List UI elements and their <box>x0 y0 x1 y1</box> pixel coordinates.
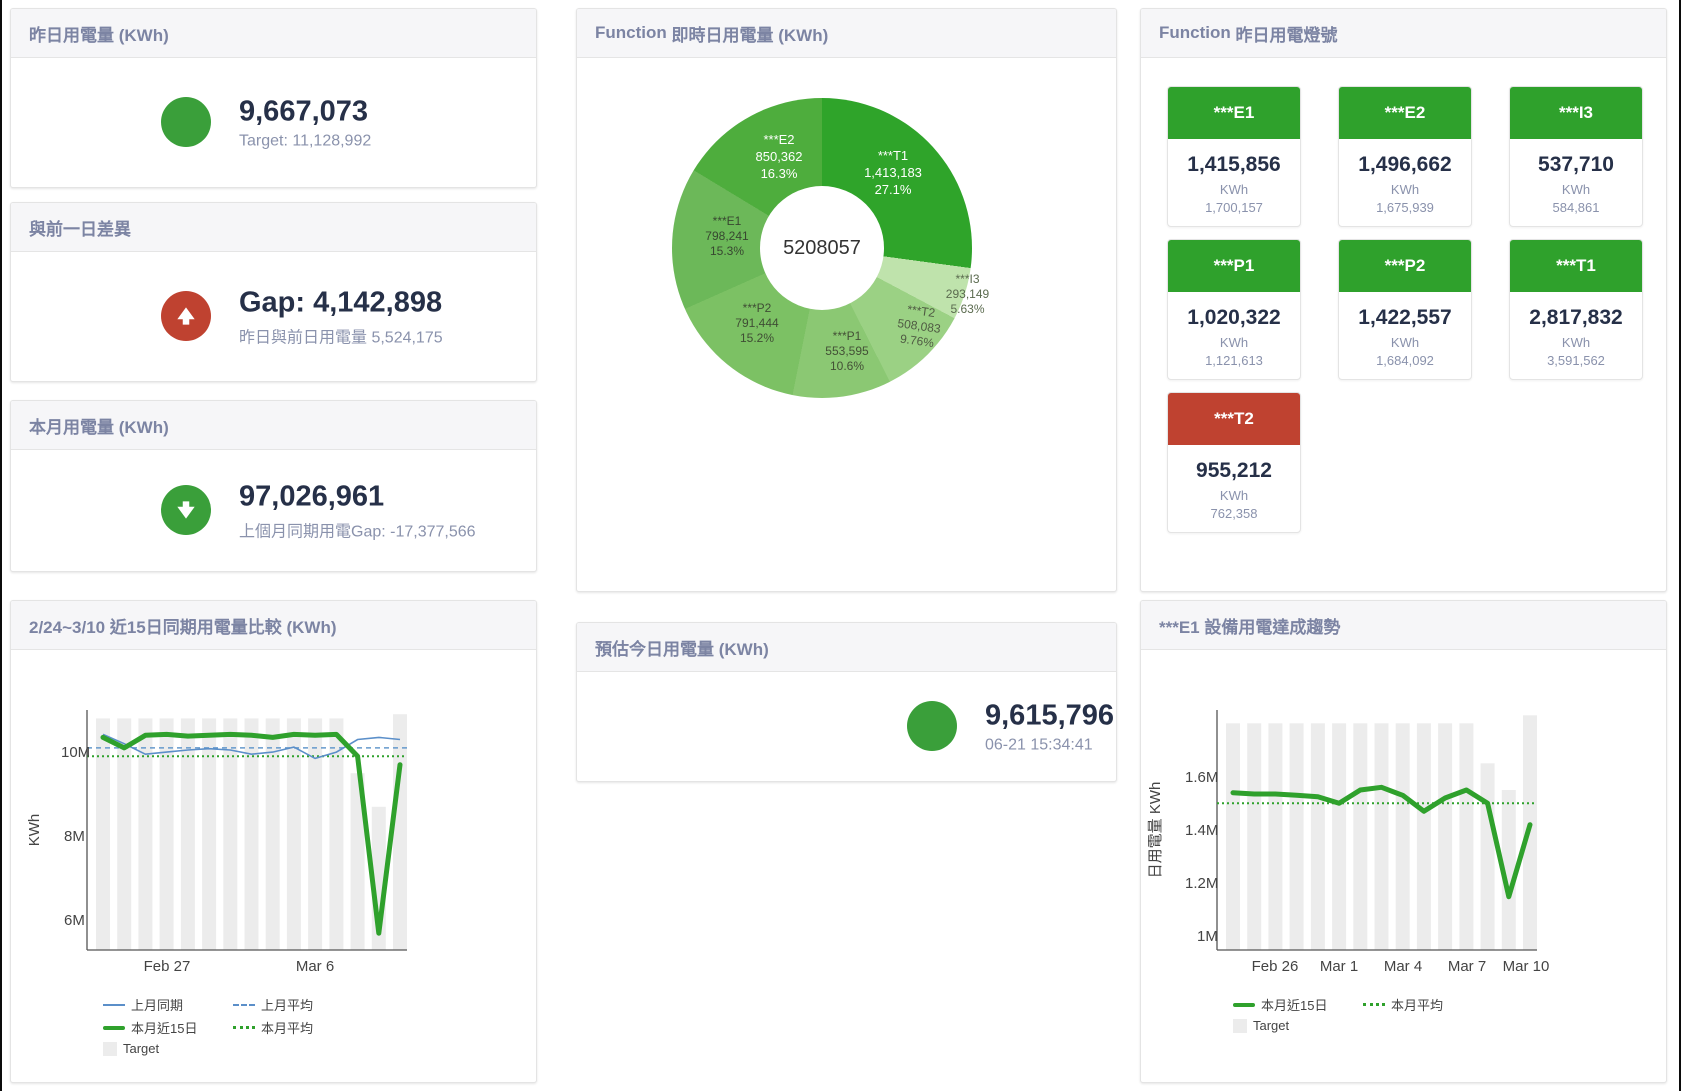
svg-text:Feb 27: Feb 27 <box>144 958 191 975</box>
svg-text:6M: 6M <box>64 912 85 929</box>
svg-text:1.4M: 1.4M <box>1185 822 1218 839</box>
svg-text:1M: 1M <box>1197 928 1218 945</box>
svg-text:Feb 26: Feb 26 <box>1252 958 1299 975</box>
svg-text:日用電量 KWh: 日用電量 KWh <box>1147 782 1164 879</box>
svg-text:Mar 10: Mar 10 <box>1503 958 1550 975</box>
svg-text:Mar 7: Mar 7 <box>1448 958 1486 975</box>
svg-text:10M: 10M <box>61 744 90 761</box>
svg-text:8M: 8M <box>64 828 85 845</box>
svg-text:1.6M: 1.6M <box>1185 769 1218 786</box>
svg-text:KWh: KWh <box>26 814 43 847</box>
svg-text:1.2M: 1.2M <box>1185 875 1218 892</box>
svg-text:Mar 6: Mar 6 <box>296 958 334 975</box>
svg-text:Mar 4: Mar 4 <box>1384 958 1422 975</box>
svg-text:Mar 1: Mar 1 <box>1320 958 1358 975</box>
